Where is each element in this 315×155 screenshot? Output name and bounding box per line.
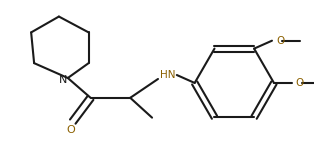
- Text: HN: HN: [160, 70, 176, 80]
- Text: N: N: [59, 75, 67, 85]
- Text: O: O: [276, 36, 284, 46]
- Text: O: O: [296, 78, 304, 88]
- Text: O: O: [66, 124, 75, 135]
